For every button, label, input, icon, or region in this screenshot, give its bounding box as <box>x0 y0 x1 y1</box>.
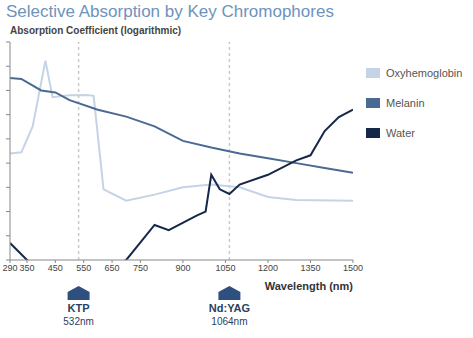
svg-text:532nm: 532nm <box>63 316 94 327</box>
html-text:Oxyhemoglobin: Oxyhemoglobin <box>386 67 463 79</box>
svg-text:750: 750 <box>133 263 148 273</box>
svg-text:1200: 1200 <box>258 263 278 273</box>
svg-text:1050: 1050 <box>215 263 235 273</box>
html-text:Selective Absorption by Key Ch: Selective Absorption by Key Chromophores <box>6 2 334 21</box>
svg-text:KTP: KTP <box>68 302 90 314</box>
svg-text:900: 900 <box>175 263 190 273</box>
svg-text:650: 650 <box>105 263 120 273</box>
html-text:Wavelength (nm): Wavelength (nm) <box>264 280 353 292</box>
svg-text:550: 550 <box>76 263 91 273</box>
html-text:Water: Water <box>386 127 415 139</box>
svg-text:1064nm: 1064nm <box>211 316 247 327</box>
svg-text:1500: 1500 <box>343 263 363 273</box>
svg-text:Nd:YAG: Nd:YAG <box>209 302 250 314</box>
svg-text:1350: 1350 <box>300 263 320 273</box>
svg-text:350: 350 <box>19 263 34 273</box>
svg-text:290: 290 <box>8 263 18 273</box>
html-text:Melanin: Melanin <box>386 97 425 109</box>
svg-text:450: 450 <box>48 263 63 273</box>
html-text:Absorption Coefficient (logari: Absorption Coefficient (logarithmic) <box>10 25 182 36</box>
